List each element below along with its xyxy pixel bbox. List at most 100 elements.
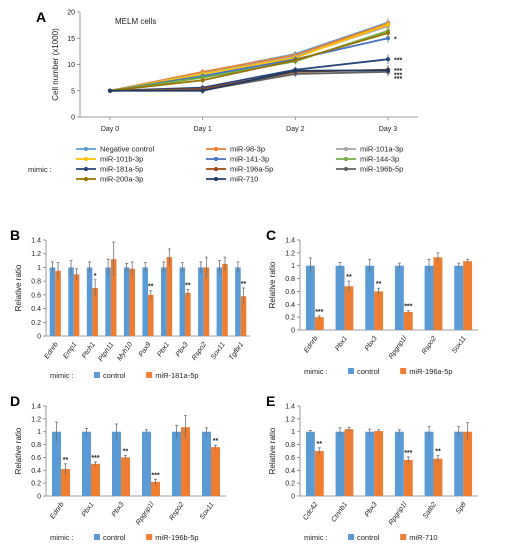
- bar-d: [91, 463, 100, 496]
- x-tick-label-b: Tgfbr1: [228, 341, 245, 362]
- data-point-a: [293, 58, 298, 63]
- legend-swatch-b: [94, 372, 100, 378]
- x-tick-label-d: Pbx3: [111, 501, 126, 518]
- bar-b: [185, 292, 191, 336]
- x-tick-label-c: Sox11: [451, 335, 468, 355]
- y-tick-label-c: 1.4: [285, 238, 295, 245]
- y-tick-label-d: 0.8: [31, 442, 41, 449]
- panel-letter-c: C: [266, 227, 276, 243]
- legend-prefix-e: mimic :: [304, 533, 328, 542]
- series-line-a: [110, 69, 389, 92]
- bar-c: [335, 265, 345, 330]
- panel-letter-d: D: [10, 393, 20, 409]
- panel-d: D 0 0.2 0.4 0.6 0.8 1 1.2 1.4 Relative ratio ** Edn…: [10, 393, 226, 542]
- bar-c: [454, 265, 464, 330]
- y-tick-label-a: 20: [67, 10, 75, 17]
- bar-c: [344, 286, 354, 330]
- x-tick-label-b: Ptpn11: [97, 341, 115, 363]
- data-point-a: [385, 68, 391, 73]
- legend-marker-a: [83, 176, 89, 182]
- x-tick-label-d: Sox11: [199, 501, 216, 521]
- bar-d: [121, 457, 130, 496]
- y-tick-label-c: 0.6: [285, 289, 295, 296]
- legend-swatch-b: [146, 372, 153, 378]
- legend-label-c: miR-196a-5p: [409, 367, 452, 376]
- y-tick-label-c: 0.4: [285, 302, 295, 309]
- bar-e: [374, 431, 384, 496]
- sig-label-e: **: [435, 449, 441, 456]
- y-tick-label-d: 1.4: [31, 404, 41, 411]
- y-axis-title-c: Relative ratio: [268, 261, 277, 308]
- x-tick-label-c: Rpgrip1l: [388, 335, 409, 361]
- legend-label-a: miR-144-3p: [360, 155, 399, 164]
- y-tick-label-d: 0.2: [31, 481, 41, 488]
- legend-e: mimic : control miR-710: [304, 533, 438, 542]
- bar-b: [160, 267, 167, 336]
- bar-e: [454, 431, 464, 496]
- y-axis-title-b: Relative ratio: [14, 264, 23, 311]
- sig-label-a: *: [394, 36, 397, 43]
- legend-marker-a: [213, 156, 219, 162]
- legend-label-a: miR-196a-5p: [230, 165, 273, 174]
- x-tick-label-b: Pbx3: [175, 341, 190, 358]
- bar-e: [305, 431, 315, 496]
- legend-label-a: miR-196b-5p: [360, 165, 403, 174]
- y-tick-label-b: 1.2: [31, 251, 41, 258]
- x-tick-label-b: Ednrb: [43, 341, 60, 360]
- bar-e: [344, 429, 354, 496]
- bar-e: [314, 451, 324, 496]
- sig-label-c: ***: [315, 309, 323, 316]
- sig-label-d: ***: [151, 472, 159, 479]
- y-tick-label-a: 0: [71, 115, 75, 122]
- x-tick-label-b: Emp1: [62, 341, 78, 360]
- legend-swatch-e: [400, 534, 407, 540]
- bar-b: [123, 267, 130, 336]
- bar-d: [172, 431, 181, 496]
- legend-marker-a: [213, 166, 219, 172]
- y-tick-label-a: 15: [67, 36, 75, 43]
- sig-label-b: **: [148, 284, 154, 291]
- sig-label-d: **: [123, 449, 129, 456]
- bar-e: [365, 431, 375, 496]
- data-point-a: [200, 88, 205, 93]
- bar-c: [403, 312, 413, 330]
- x-tick-label-b: Myh10: [116, 341, 134, 362]
- series-a-10: ***: [107, 65, 402, 94]
- x-tick-label-e: Satb2: [422, 501, 438, 520]
- sig-label-b: **: [241, 281, 247, 288]
- bar-d: [61, 469, 70, 496]
- x-tick-label-b: Pax9: [138, 341, 153, 358]
- bar-c: [374, 291, 384, 330]
- bar-b: [105, 267, 111, 336]
- bar-d: [181, 427, 190, 496]
- legend-c: mimic : control miR-196a-5p: [304, 367, 453, 376]
- y-tick-label-c: 0.2: [285, 315, 295, 322]
- y-tick-label-e: 1.2: [285, 416, 295, 423]
- data-point-a: [385, 30, 391, 36]
- legend-label-a: miR-141-3p: [230, 155, 269, 164]
- y-tick-label-e: 1: [291, 429, 295, 436]
- y-tick-label-b: 1.4: [31, 238, 41, 245]
- y-tick-label-c: 1: [291, 263, 295, 270]
- legend-label-b: control: [103, 371, 126, 380]
- y-tick-label-e: 0.8: [285, 442, 295, 449]
- sig-label-d: ***: [91, 455, 99, 462]
- sig-label-c: **: [346, 274, 352, 281]
- sig-label-a: ***: [394, 57, 402, 64]
- y-axis-title-e: Relative ratio: [268, 427, 277, 474]
- data-point-a: [107, 88, 113, 93]
- bar-c: [365, 265, 375, 330]
- x-tick-label-b: Pbx1: [156, 341, 171, 358]
- legend-swatch-e: [348, 534, 354, 540]
- legend-label-a: miR-181a-5p: [100, 165, 143, 174]
- bar-c: [433, 257, 443, 330]
- y-tick-label-a: 5: [71, 88, 75, 95]
- x-tick-label-d: Rpgrip1l: [135, 501, 156, 527]
- series-line-a: [109, 23, 389, 92]
- legend-swatch-c: [348, 368, 354, 374]
- chart-title-a: MELM cells: [115, 17, 156, 26]
- bar-b: [235, 267, 241, 336]
- legend-marker-a: [213, 176, 219, 182]
- legend-a: mimic : Negative control miR-98-3p miR-101a…: [28, 145, 403, 184]
- data-point-a: [385, 57, 391, 62]
